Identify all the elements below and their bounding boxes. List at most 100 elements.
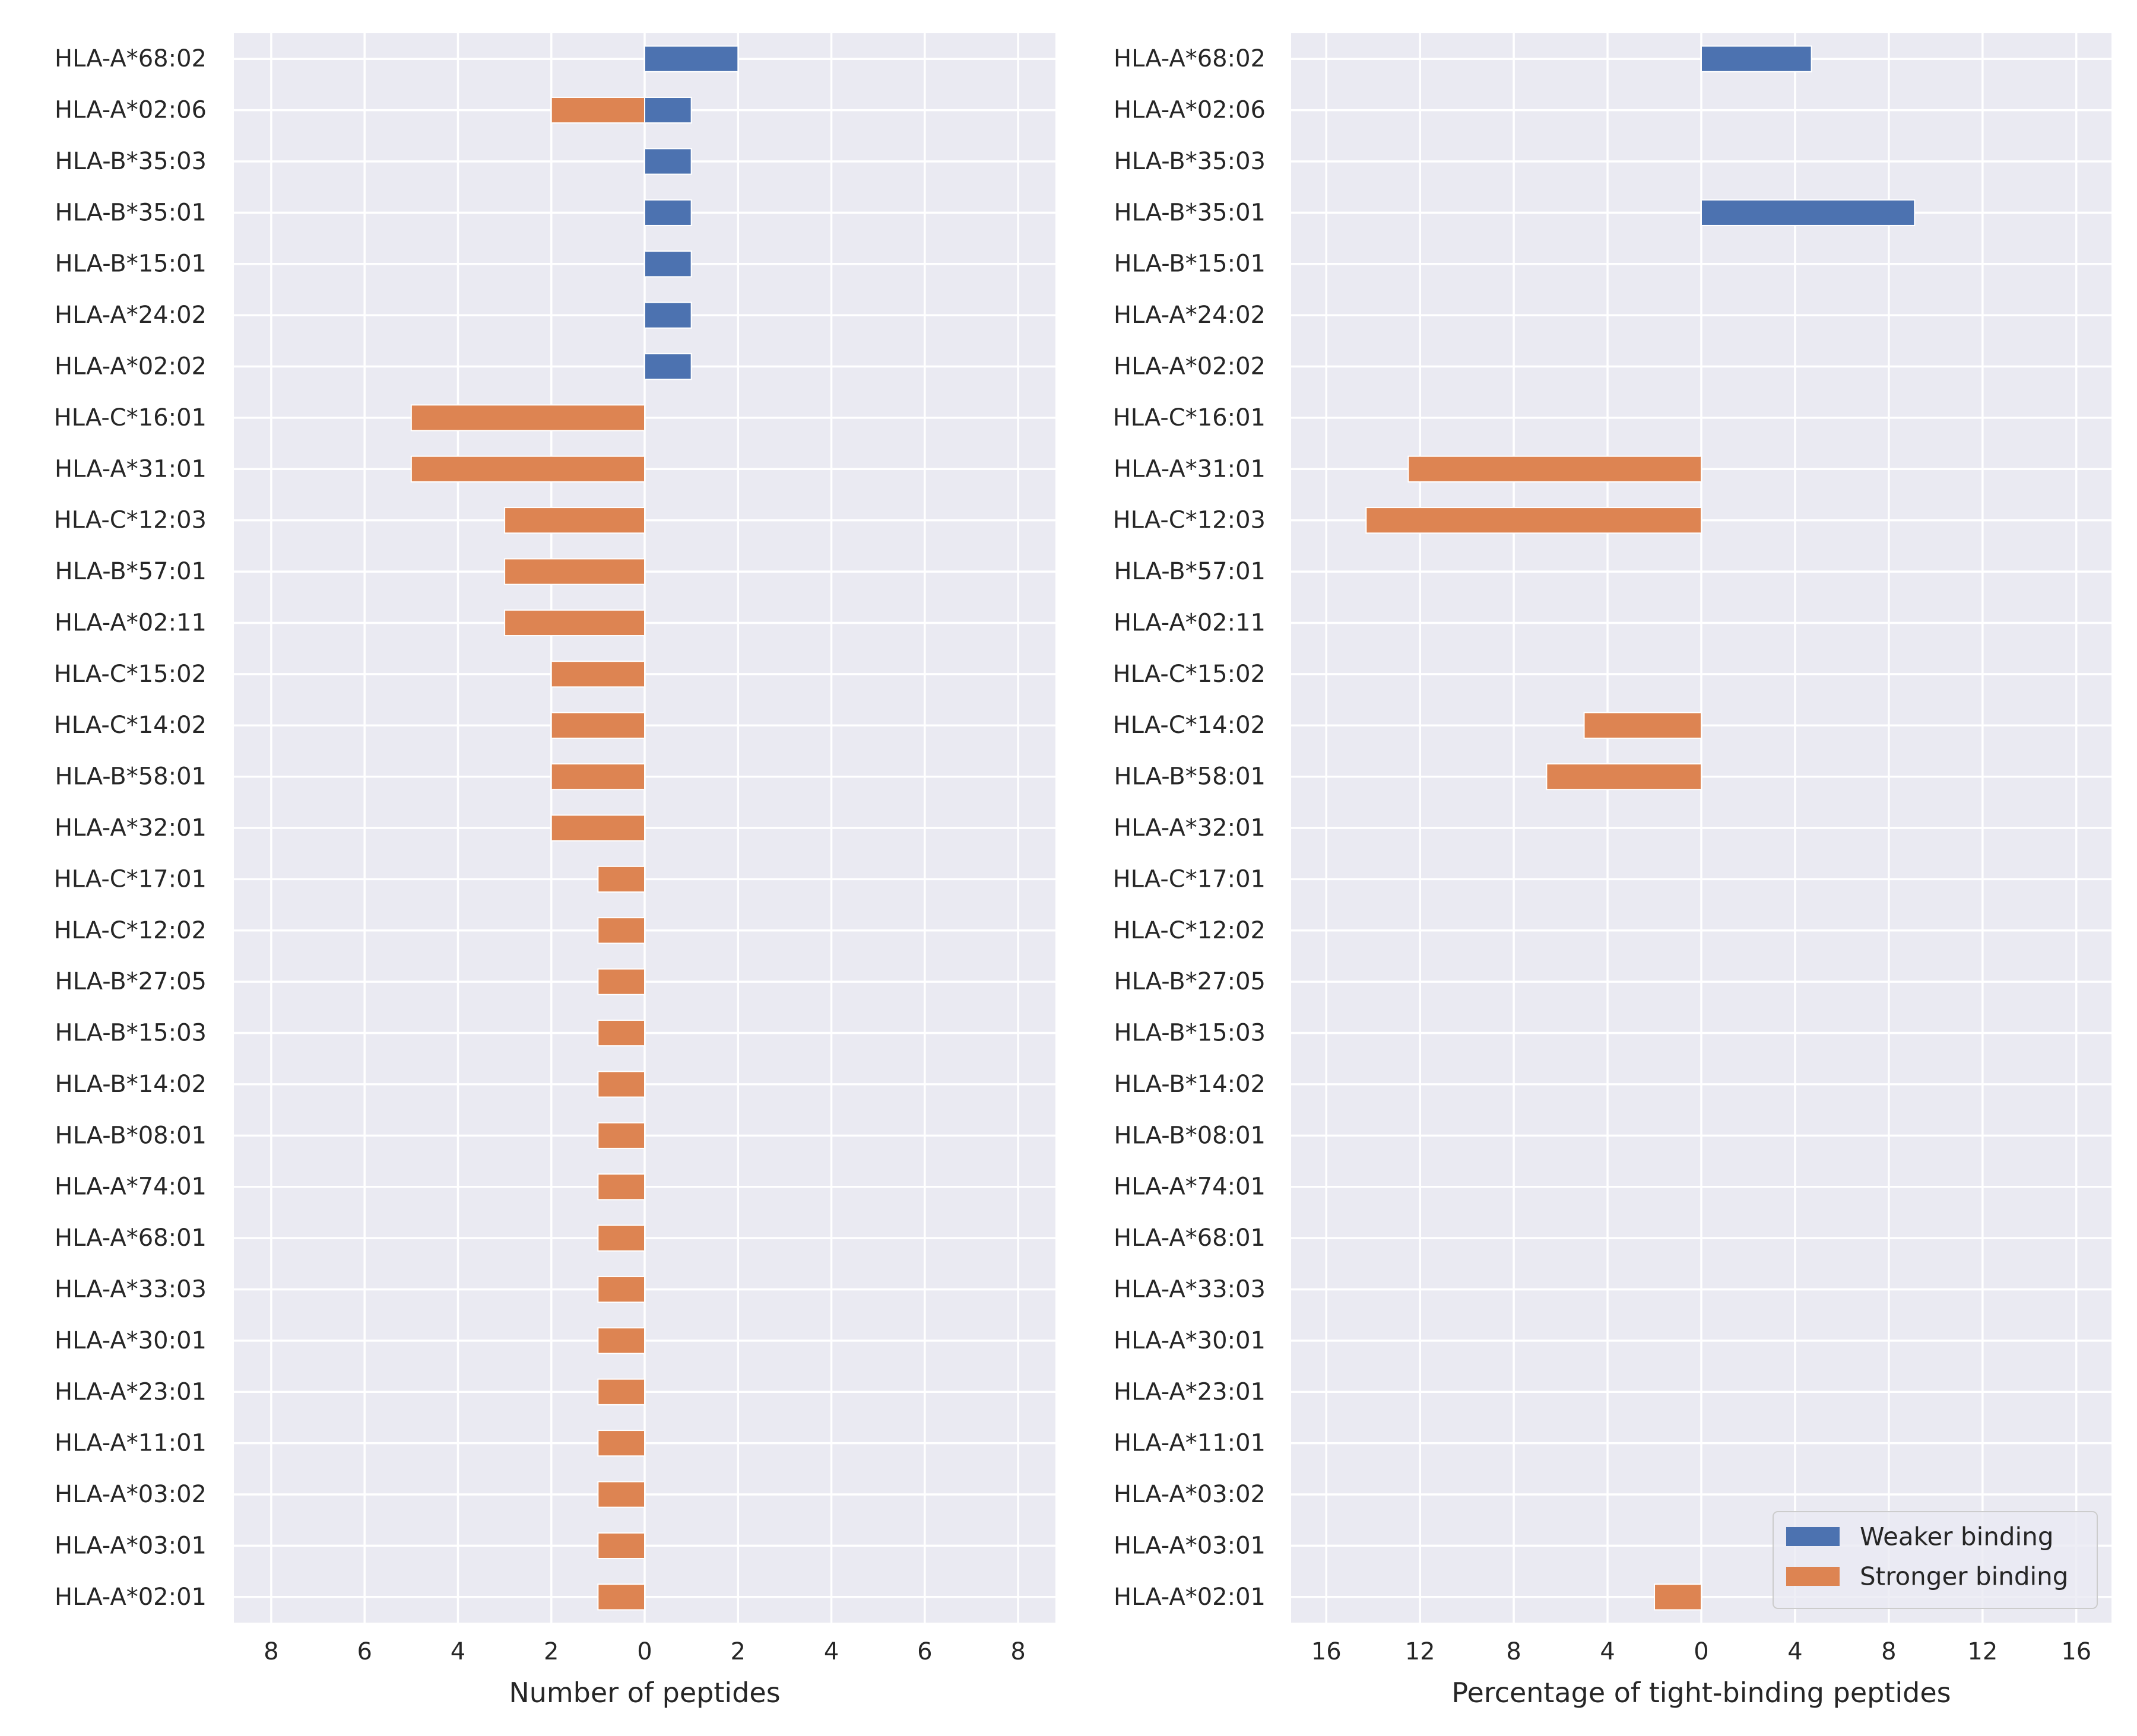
right-category-label-9: HLA-C*12:03 — [1113, 507, 1266, 534]
left-bar-stronger-24 — [597, 1275, 646, 1303]
right-category-label-7: HLA-C*16:01 — [1113, 404, 1266, 431]
left-xtick-label-1: 6 — [357, 1638, 372, 1665]
left-category-label-16: HLA-C*17:01 — [54, 865, 207, 893]
left-bar-stronger-8 — [410, 455, 645, 483]
legend-label-stronger: Stronger binding — [1860, 1562, 2068, 1591]
left-bar-stronger-13 — [550, 712, 646, 739]
left-category-label-20: HLA-B*14:02 — [55, 1071, 207, 1098]
right-category-label-8: HLA-A*31:01 — [1114, 455, 1266, 483]
right-xtick-label-8: 16 — [2061, 1638, 2091, 1665]
legend-swatch-weaker — [1786, 1527, 1840, 1546]
right-category-label-22: HLA-A*74:01 — [1114, 1173, 1266, 1201]
right-bar-stronger-14 — [1546, 763, 1702, 791]
left-category-label-18: HLA-B*27:05 — [55, 968, 207, 995]
left-bar-stronger-22 — [597, 1173, 646, 1201]
left-category-label-0: HLA-A*68:02 — [55, 45, 207, 72]
right-category-label-23: HLA-A*68:01 — [1114, 1224, 1266, 1252]
right-category-label-14: HLA-B*58:01 — [1114, 763, 1266, 791]
left-bar-stronger-28 — [597, 1481, 646, 1508]
legend-label-weaker: Weaker binding — [1860, 1522, 2053, 1551]
right-bar-stronger-30 — [1654, 1583, 1702, 1611]
right-category-label-30: HLA-A*02:01 — [1114, 1583, 1266, 1611]
left-bar-stronger-10 — [504, 558, 645, 585]
right-category-label-20: HLA-B*14:02 — [1114, 1071, 1266, 1098]
left-bar-stronger-26 — [597, 1378, 646, 1405]
left-category-label-17: HLA-C*12:02 — [54, 917, 207, 944]
left-category-label-4: HLA-B*15:01 — [55, 250, 207, 278]
left-category-label-19: HLA-B*15:03 — [55, 1020, 207, 1047]
left-bar-stronger-25 — [597, 1327, 646, 1354]
left-category-label-15: HLA-A*32:01 — [55, 814, 207, 842]
left-xtick-label-8: 8 — [1010, 1638, 1025, 1665]
right-category-label-13: HLA-C*14:02 — [1113, 712, 1266, 739]
right-category-label-10: HLA-B*57:01 — [1114, 558, 1266, 585]
left-category-label-24: HLA-A*33:03 — [55, 1275, 207, 1303]
left-bar-stronger-16 — [597, 865, 646, 893]
left-bar-stronger-9 — [504, 507, 645, 534]
right-category-label-12: HLA-C*15:02 — [1113, 661, 1266, 688]
left-category-label-11: HLA-A*02:11 — [55, 609, 207, 636]
left-category-label-2: HLA-B*35:03 — [55, 148, 207, 175]
right-category-label-18: HLA-B*27:05 — [1114, 968, 1266, 995]
left-bar-stronger-19 — [597, 1019, 646, 1047]
left-bar-stronger-23 — [597, 1224, 646, 1252]
left-xtick-label-6: 4 — [824, 1638, 839, 1665]
left-bar-weaker-2 — [644, 148, 692, 175]
left-category-label-6: HLA-A*02:02 — [55, 353, 207, 380]
left-bar-weaker-3 — [644, 199, 692, 226]
right-bar-weaker-3 — [1701, 199, 1916, 226]
left-xtick-label-0: 8 — [264, 1638, 278, 1665]
left-xtick-label-7: 6 — [917, 1638, 932, 1665]
right-category-label-28: HLA-A*03:02 — [1114, 1481, 1266, 1508]
left-bar-stronger-18 — [597, 968, 646, 995]
legend-box — [1773, 1511, 2098, 1609]
left-category-label-10: HLA-B*57:01 — [55, 558, 207, 585]
left-bar-stronger-11 — [504, 609, 645, 637]
left-xtick-label-2: 4 — [451, 1638, 465, 1665]
right-category-label-4: HLA-B*15:01 — [1114, 250, 1266, 278]
left-bar-weaker-6 — [644, 353, 692, 380]
right-panel: HLA-A*68:02 HLA-A*02:06 HLA-B*35:03 HLA-B*3… — [1113, 33, 2111, 1709]
left-category-label-29: HLA-A*03:01 — [55, 1532, 207, 1559]
left-bar-stronger-12 — [550, 661, 646, 688]
right-xtick-label-7: 12 — [1967, 1638, 1998, 1665]
left-category-label-28: HLA-A*03:02 — [55, 1481, 207, 1508]
right-category-label-29: HLA-A*03:01 — [1114, 1532, 1266, 1559]
right-category-label-24: HLA-A*33:03 — [1114, 1275, 1266, 1303]
left-bar-stronger-27 — [597, 1430, 646, 1457]
right-category-label-17: HLA-C*12:02 — [1113, 917, 1266, 944]
left-bar-stronger-21 — [597, 1122, 646, 1149]
left-category-label-5: HLA-A*24:02 — [55, 302, 207, 329]
right-x-axis-label: Percentage of tight-binding peptides — [1451, 1677, 1951, 1709]
right-category-label-2: HLA-B*35:03 — [1114, 148, 1266, 175]
left-bar-weaker-4 — [644, 250, 692, 278]
legend-swatch-stronger — [1786, 1567, 1840, 1586]
left-x-axis-label: Number of peptides — [509, 1677, 780, 1709]
left-bar-stronger-20 — [597, 1071, 646, 1098]
right-bar-stronger-8 — [1407, 455, 1702, 483]
left-bar-stronger-30 — [597, 1583, 646, 1611]
right-category-label-1: HLA-A*02:06 — [1114, 97, 1266, 124]
right-xtick-label-3: 4 — [1600, 1638, 1615, 1665]
left-bar-stronger-29 — [597, 1532, 646, 1560]
left-category-label-23: HLA-A*68:01 — [55, 1224, 207, 1252]
right-category-label-15: HLA-A*32:01 — [1114, 814, 1266, 842]
left-bar-weaker-1 — [644, 96, 692, 124]
left-bar-stronger-7 — [410, 404, 645, 431]
left-category-label-30: HLA-A*02:01 — [55, 1583, 207, 1611]
left-category-label-21: HLA-B*08:01 — [55, 1122, 207, 1149]
right-xtick-label-4: 0 — [1694, 1638, 1708, 1665]
right-xtick-label-5: 4 — [1787, 1638, 1802, 1665]
right-category-label-16: HLA-C*17:01 — [1113, 865, 1266, 893]
right-xtick-label-0: 16 — [1311, 1638, 1342, 1665]
left-category-label-27: HLA-A*11:01 — [55, 1430, 207, 1457]
right-category-label-27: HLA-A*11:01 — [1114, 1430, 1266, 1457]
right-category-label-26: HLA-A*23:01 — [1114, 1378, 1266, 1405]
right-category-label-6: HLA-A*02:02 — [1114, 353, 1266, 380]
left-xtick-label-4: 0 — [637, 1638, 652, 1665]
left-bar-stronger-14 — [550, 763, 646, 791]
left-category-label-26: HLA-A*23:01 — [55, 1378, 207, 1405]
left-bar-stronger-17 — [597, 917, 646, 944]
left-bar-weaker-0 — [644, 45, 739, 72]
